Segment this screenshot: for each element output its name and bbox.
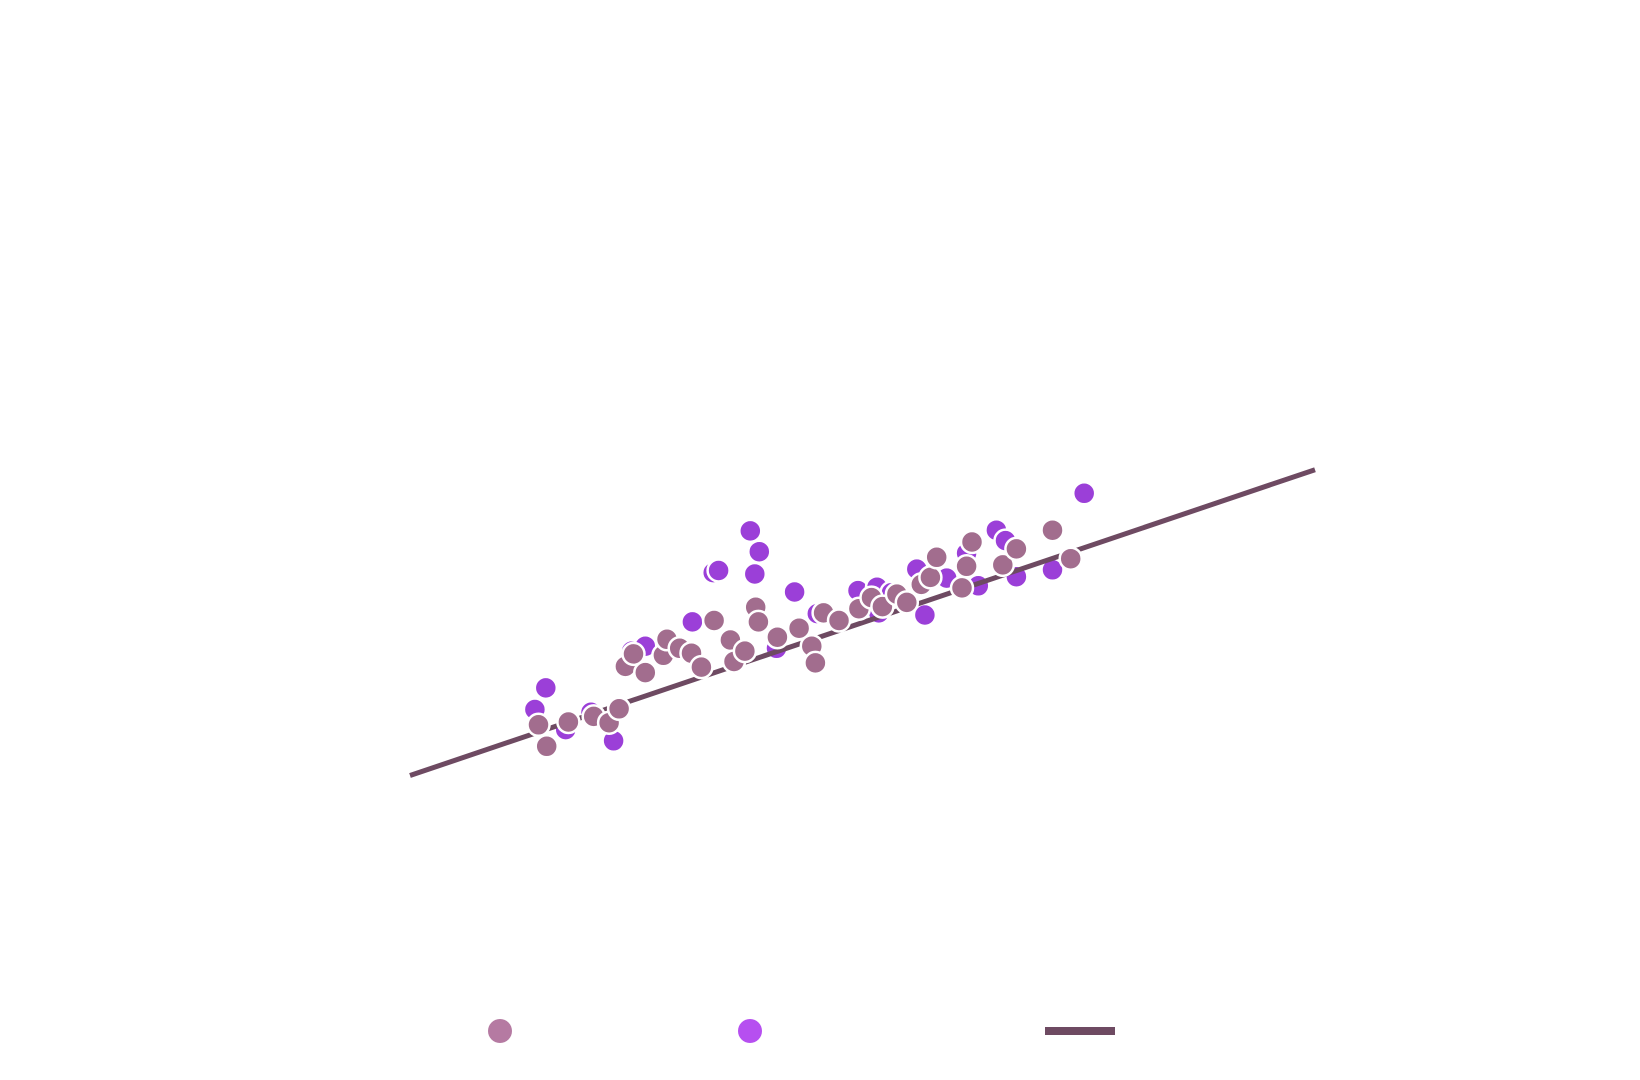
scatter-point-series-1 xyxy=(746,609,771,635)
scatter-point-series-2 xyxy=(533,675,559,701)
scatter-point-series-1 xyxy=(786,615,812,641)
scatter-point-series-2 xyxy=(706,558,731,583)
scatter-point-series-1 xyxy=(606,696,632,722)
scatter-point-series-1 xyxy=(621,641,646,667)
scatter-point-series-1 xyxy=(1004,536,1029,562)
scatter-point-series-1 xyxy=(534,734,559,759)
scatter-point-series-1 xyxy=(826,608,852,633)
scatter-point-series-1 xyxy=(990,552,1016,578)
scatter-point-series-1 xyxy=(803,650,828,676)
scatter-point-series-1 xyxy=(959,529,985,555)
scatter-point-series-2 xyxy=(742,561,768,587)
scatter-point-series-1 xyxy=(924,545,949,570)
legend-marker-series-1 xyxy=(488,1019,512,1043)
scatter-point-series-2 xyxy=(1071,481,1097,506)
scatter-point-series-1 xyxy=(556,709,581,735)
scatter-point-series-1 xyxy=(526,712,551,738)
scatter-point-series-1 xyxy=(701,608,727,633)
scatter-point-series-1 xyxy=(633,660,658,685)
scatter-point-series-1 xyxy=(918,565,943,590)
scatter-point-series-1 xyxy=(689,654,714,680)
scatter-point-series-1 xyxy=(765,624,790,650)
scatter-point-series-2 xyxy=(747,539,772,564)
scatter-point-series-1 xyxy=(1040,517,1065,543)
scatter-point-series-1 xyxy=(732,638,758,664)
scatter-point-series-2 xyxy=(782,579,807,605)
plot-area xyxy=(409,467,1316,778)
scatter-point-series-1 xyxy=(894,590,920,615)
legend-marker-series-2 xyxy=(738,1019,762,1043)
scatter-point-series-1 xyxy=(949,575,975,601)
scatter-point-series-2 xyxy=(680,609,705,635)
scatter-point-series-1 xyxy=(954,554,979,579)
scatter-point-series-1 xyxy=(1058,546,1083,571)
scatter-point-series-2 xyxy=(738,518,763,544)
legend xyxy=(488,1019,1115,1043)
